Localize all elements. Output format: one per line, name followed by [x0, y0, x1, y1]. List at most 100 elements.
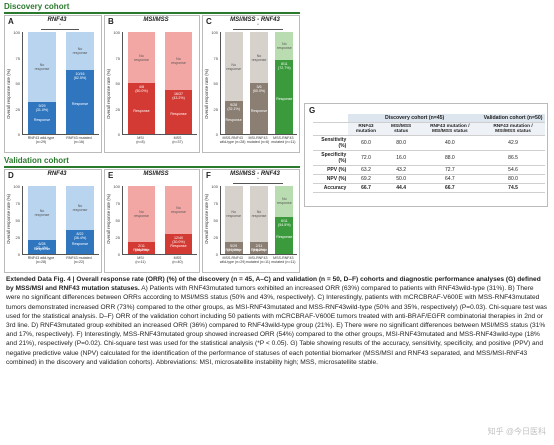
bar-value-label: 16/37 (43.2%) [172, 92, 185, 101]
y-tick-label: 25 [15, 235, 20, 240]
response-label: Response [276, 235, 293, 240]
col-header: MSI/MSS status [383, 122, 419, 136]
bar-value-label: 9/29 (31.0%) [35, 104, 49, 113]
panel-letter: E [108, 171, 114, 180]
panel-letter: F [206, 171, 211, 180]
significance-bracket [41, 29, 79, 30]
no-response-segment: No response [28, 186, 56, 240]
y-tick-label: 75 [15, 201, 20, 206]
table-row: Specificity (%) 72.0 16.0 88.0 86.5 [313, 150, 545, 166]
x-category-label: RNF43 wild-type (n=29) [27, 136, 55, 144]
x-category-label: RNF43 mutated (n=22) [66, 256, 92, 264]
response-segment: Response [224, 241, 243, 254]
no-response-segment: No response [249, 32, 269, 83]
no-response-label: No response [276, 197, 292, 206]
response-label: Response [250, 247, 268, 252]
x-category-label: MSS-RNF43 mutated (n=11) [271, 256, 296, 264]
row-label: NPV (%) [313, 174, 349, 184]
bar-value-label: 9/28 (32.1%) [227, 103, 240, 112]
panel-letter: C [206, 17, 212, 26]
y-tick-label: 0 [215, 252, 218, 257]
performance-table: Discovery cohort (n=45) Validation cohor… [313, 114, 545, 193]
y-tick-label: 75 [213, 201, 218, 206]
no-response-label: No response [134, 209, 149, 218]
y-tick-label: 100 [211, 184, 218, 189]
y-tick-label: 0 [215, 132, 218, 137]
bar: No response Response 6/28 (21.4%) [28, 186, 56, 254]
no-response-label: No response [226, 209, 242, 218]
y-tick-label: 25 [213, 235, 218, 240]
bar-value-label: 2/11 (18.2%) [252, 243, 266, 252]
response-segment: Response [128, 241, 155, 254]
bar: No response Response 9/29 (31.0%) [28, 32, 56, 134]
bar-value-label: 10/16 (62.5%) [73, 71, 87, 80]
no-response-segment: No response [165, 32, 192, 91]
figure-caption: Extended Data Fig. 4 | Overall response … [6, 275, 548, 367]
bar-value-label: 3/6 (50.0%) [252, 85, 266, 93]
header-validation: Validation cohort (n=50) [481, 114, 545, 123]
bar: No response Response 5/29 (17.9%) [224, 186, 243, 254]
x-category-label: MSI-RNF43 mutated (n=6) [246, 136, 270, 144]
response-segment: Response [275, 59, 294, 134]
y-tick-label: 25 [15, 106, 20, 112]
response-segment: Response [66, 69, 94, 134]
response-label: Response [33, 246, 51, 251]
response-label: Response [33, 118, 51, 123]
no-response-label: No response [226, 62, 242, 71]
response-segment: Response [128, 83, 155, 134]
table-row: Sensitivity (%) 60.0 80.0 40.0 42.9 [313, 135, 545, 151]
row-label: Specificity (%) [313, 150, 349, 166]
response-segment: Response [224, 101, 243, 134]
panel-title: RNF43 [47, 17, 67, 23]
no-response-segment: No response [275, 32, 294, 60]
response-segment: Response [165, 233, 192, 254]
y-tick-label: 25 [115, 235, 120, 240]
y-tick-label: 75 [15, 55, 20, 61]
panel-title: MSI/MSS [143, 171, 169, 177]
bar: No response Response 16/37 (43.2%) [165, 32, 192, 134]
y-tick-label: 100 [113, 30, 120, 35]
no-response-label: No response [72, 203, 88, 212]
significance-star: * [257, 23, 259, 27]
response-label: Response [71, 241, 89, 246]
no-response-label: No response [171, 205, 186, 214]
bar: No response Response 12/40 (30.0%) [165, 186, 192, 254]
panel-e: E MSI/MSS Overall response rate (%) 0 25 50 75… [104, 169, 200, 273]
table-cell: 86.5 [481, 150, 545, 166]
table-cell: 66.7 [348, 183, 384, 193]
response-segment: Response [28, 102, 56, 134]
panel-title: MSI/MSS - RNF43 [230, 171, 280, 177]
no-response-label: No response [171, 57, 186, 66]
no-response-label: No response [34, 208, 50, 217]
response-label: Response [250, 108, 268, 113]
no-response-segment: No response [28, 32, 56, 103]
y-tick-label: 25 [213, 106, 218, 112]
y-tick-label: 75 [115, 55, 120, 61]
significance-star: * [59, 23, 61, 27]
response-segment: Response [165, 90, 192, 134]
validation-cohort-title: Validation cohort [4, 156, 69, 165]
y-tick-label: 50 [15, 81, 20, 86]
table-row: Accuracy 66.7 44.4 66.7 74.5 [313, 183, 545, 193]
panel-letter: B [108, 17, 114, 26]
table-cell: 72.7 [418, 165, 482, 175]
y-tick-label: 50 [15, 218, 20, 223]
panel-title: MSI/MSS [143, 17, 169, 23]
response-label: Response [170, 112, 187, 117]
table-cell: 72.0 [348, 150, 384, 166]
bar: No response Response 6/11 (54.5%) [275, 186, 294, 254]
table-cell: 42.9 [481, 135, 545, 151]
table-cell: 69.2 [348, 174, 384, 184]
plot-area: No response Response 2/11 (18.2%) No response R… [122, 186, 197, 255]
bar-value-label: 6/28 (21.4%) [35, 241, 49, 250]
no-response-label: No response [34, 63, 50, 72]
x-category-label: MSS-RNF43 wild-type (n=28) [219, 136, 246, 144]
y-tick-label: 100 [113, 184, 120, 189]
no-response-label: No response [72, 46, 88, 55]
bar-value-label: 4/8 (50.0%) [135, 85, 148, 93]
response-label: Response [133, 108, 150, 113]
y-tick-label: 0 [117, 132, 120, 137]
plot-area: No response Response 5/29 (17.9%) No response R… [220, 186, 297, 255]
panel-letter: D [8, 171, 14, 180]
table-cell: 80.0 [383, 135, 419, 151]
